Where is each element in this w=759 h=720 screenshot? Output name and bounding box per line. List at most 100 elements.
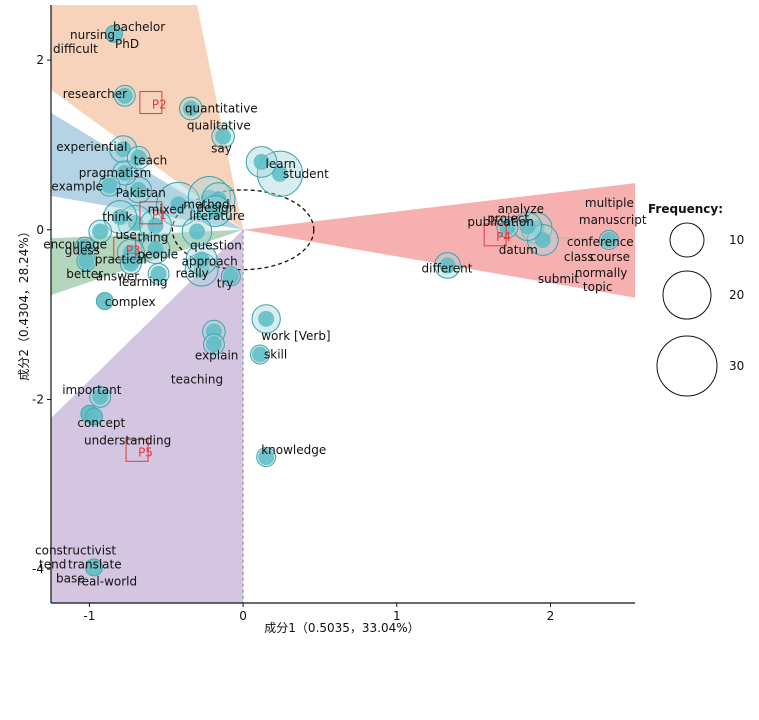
word-bubble-core (258, 449, 275, 466)
legend-label: 30 (729, 359, 744, 373)
word-label: guess (65, 244, 100, 258)
word-label: answer (96, 270, 139, 284)
p-marker-p2 (139, 91, 163, 115)
word-label: skill (264, 348, 287, 362)
word-label: really (176, 267, 209, 281)
word-label: topic (583, 280, 613, 294)
word-label: design (197, 201, 237, 215)
word-bubble-core (205, 323, 222, 340)
word-bubble-core (189, 223, 205, 240)
y-axis-title: 成分2（0.4304，28.24%） (17, 225, 31, 380)
word-bubble-core (170, 196, 187, 213)
word-label: mixed (148, 202, 185, 216)
word-label: different (422, 261, 473, 275)
word-label: student (283, 167, 329, 181)
word-bubble-core (76, 238, 93, 255)
legend-title: Frequency: (648, 202, 723, 216)
x-axis-title: 成分1（0.5035，33.04%） (264, 621, 419, 635)
word-label: example (51, 180, 103, 194)
word-bubble-core (600, 231, 617, 248)
word-bubble-core (182, 100, 199, 117)
y-tick-label: 0 (36, 223, 44, 237)
word-bubble-core (147, 217, 164, 234)
p-marker-p1 (139, 201, 163, 225)
x-tick-label: 2 (547, 609, 555, 623)
word-bubble-core (116, 164, 133, 181)
word-label: work [Verb] (261, 329, 330, 343)
dashed-ellipse (171, 189, 315, 271)
word-bubble-core (101, 177, 118, 194)
word-label: pragmatism (79, 166, 152, 180)
word-label: manuscript (579, 213, 647, 227)
word-label: practical (95, 253, 147, 267)
word-label: encourage (43, 238, 107, 252)
p-marker-label: P1 (152, 208, 167, 222)
bubble-layer (74, 24, 619, 577)
word-bubble-core (258, 310, 275, 327)
x-tick-label: 0 (239, 609, 247, 623)
word-label: say (211, 142, 232, 156)
word-label: analyze (498, 202, 544, 216)
sector-p4 (243, 183, 635, 298)
word-label: literature (189, 209, 244, 223)
word-label: approach (182, 255, 238, 269)
word-label: quantitative (185, 102, 258, 116)
word-bubble-core (205, 336, 222, 353)
word-label: conference (567, 235, 634, 249)
word-bubble-core (193, 251, 210, 268)
sector-p2 (51, 5, 244, 230)
word-label: bachelor (113, 20, 165, 34)
word-label: concept (77, 416, 125, 430)
word-bubble-core (92, 223, 109, 240)
word-label: datum (499, 243, 538, 257)
word-bubble-core (207, 203, 224, 220)
word-bubble-core (215, 128, 232, 145)
p-marker-label: P2 (152, 98, 167, 112)
word-bubble-core (106, 25, 123, 42)
word-label: translate (68, 557, 122, 571)
word-label: question (190, 239, 242, 253)
p-marker-p3 (113, 236, 137, 260)
word-label: researcher (63, 87, 127, 101)
word-label: complex (105, 295, 156, 309)
word-bubble-core (271, 165, 288, 182)
word-label: better (66, 267, 103, 281)
legend-circle (662, 270, 712, 320)
word-bubble-core (92, 388, 109, 405)
y-tick-label: 2 (36, 53, 44, 67)
word-label: class (564, 250, 594, 264)
word-label: experiential (56, 140, 127, 154)
word-label: qualitative (187, 119, 251, 133)
word-label: method (183, 198, 229, 212)
word-label: base (56, 571, 85, 585)
sector-p5 (51, 229, 244, 604)
word-label: try (217, 276, 234, 290)
word-label: PhD (115, 37, 139, 51)
p-marker-layer: P1 P2 P3 P4 P5 (113, 91, 511, 462)
legend: Frequency: 10 20 30 (648, 202, 744, 397)
word-label: teach (134, 154, 168, 168)
word-bubble-core (112, 209, 129, 226)
word-label: normally (575, 266, 627, 280)
word-label: real-world (77, 574, 137, 588)
p-marker-label: P5 (138, 445, 153, 459)
word-bubble-core (252, 346, 269, 363)
word-bubble-core (116, 87, 133, 104)
word-bubble-core (253, 153, 270, 170)
word-bubble-core (130, 149, 147, 166)
sector-layer (51, 5, 635, 604)
word-bubble-core (86, 559, 103, 576)
word-bubble-core (122, 244, 139, 261)
word-label: teaching (171, 372, 223, 386)
ellipse-layer (171, 189, 315, 603)
word-bubble-core (130, 181, 147, 198)
word-label: knowledge (261, 443, 326, 457)
word-bubble-core (86, 408, 103, 425)
legend-label: 20 (729, 288, 744, 302)
word-bubble-core (439, 257, 456, 274)
word-label: use (116, 228, 137, 242)
legend-circle (656, 335, 718, 397)
p-marker-p4 (483, 223, 507, 247)
